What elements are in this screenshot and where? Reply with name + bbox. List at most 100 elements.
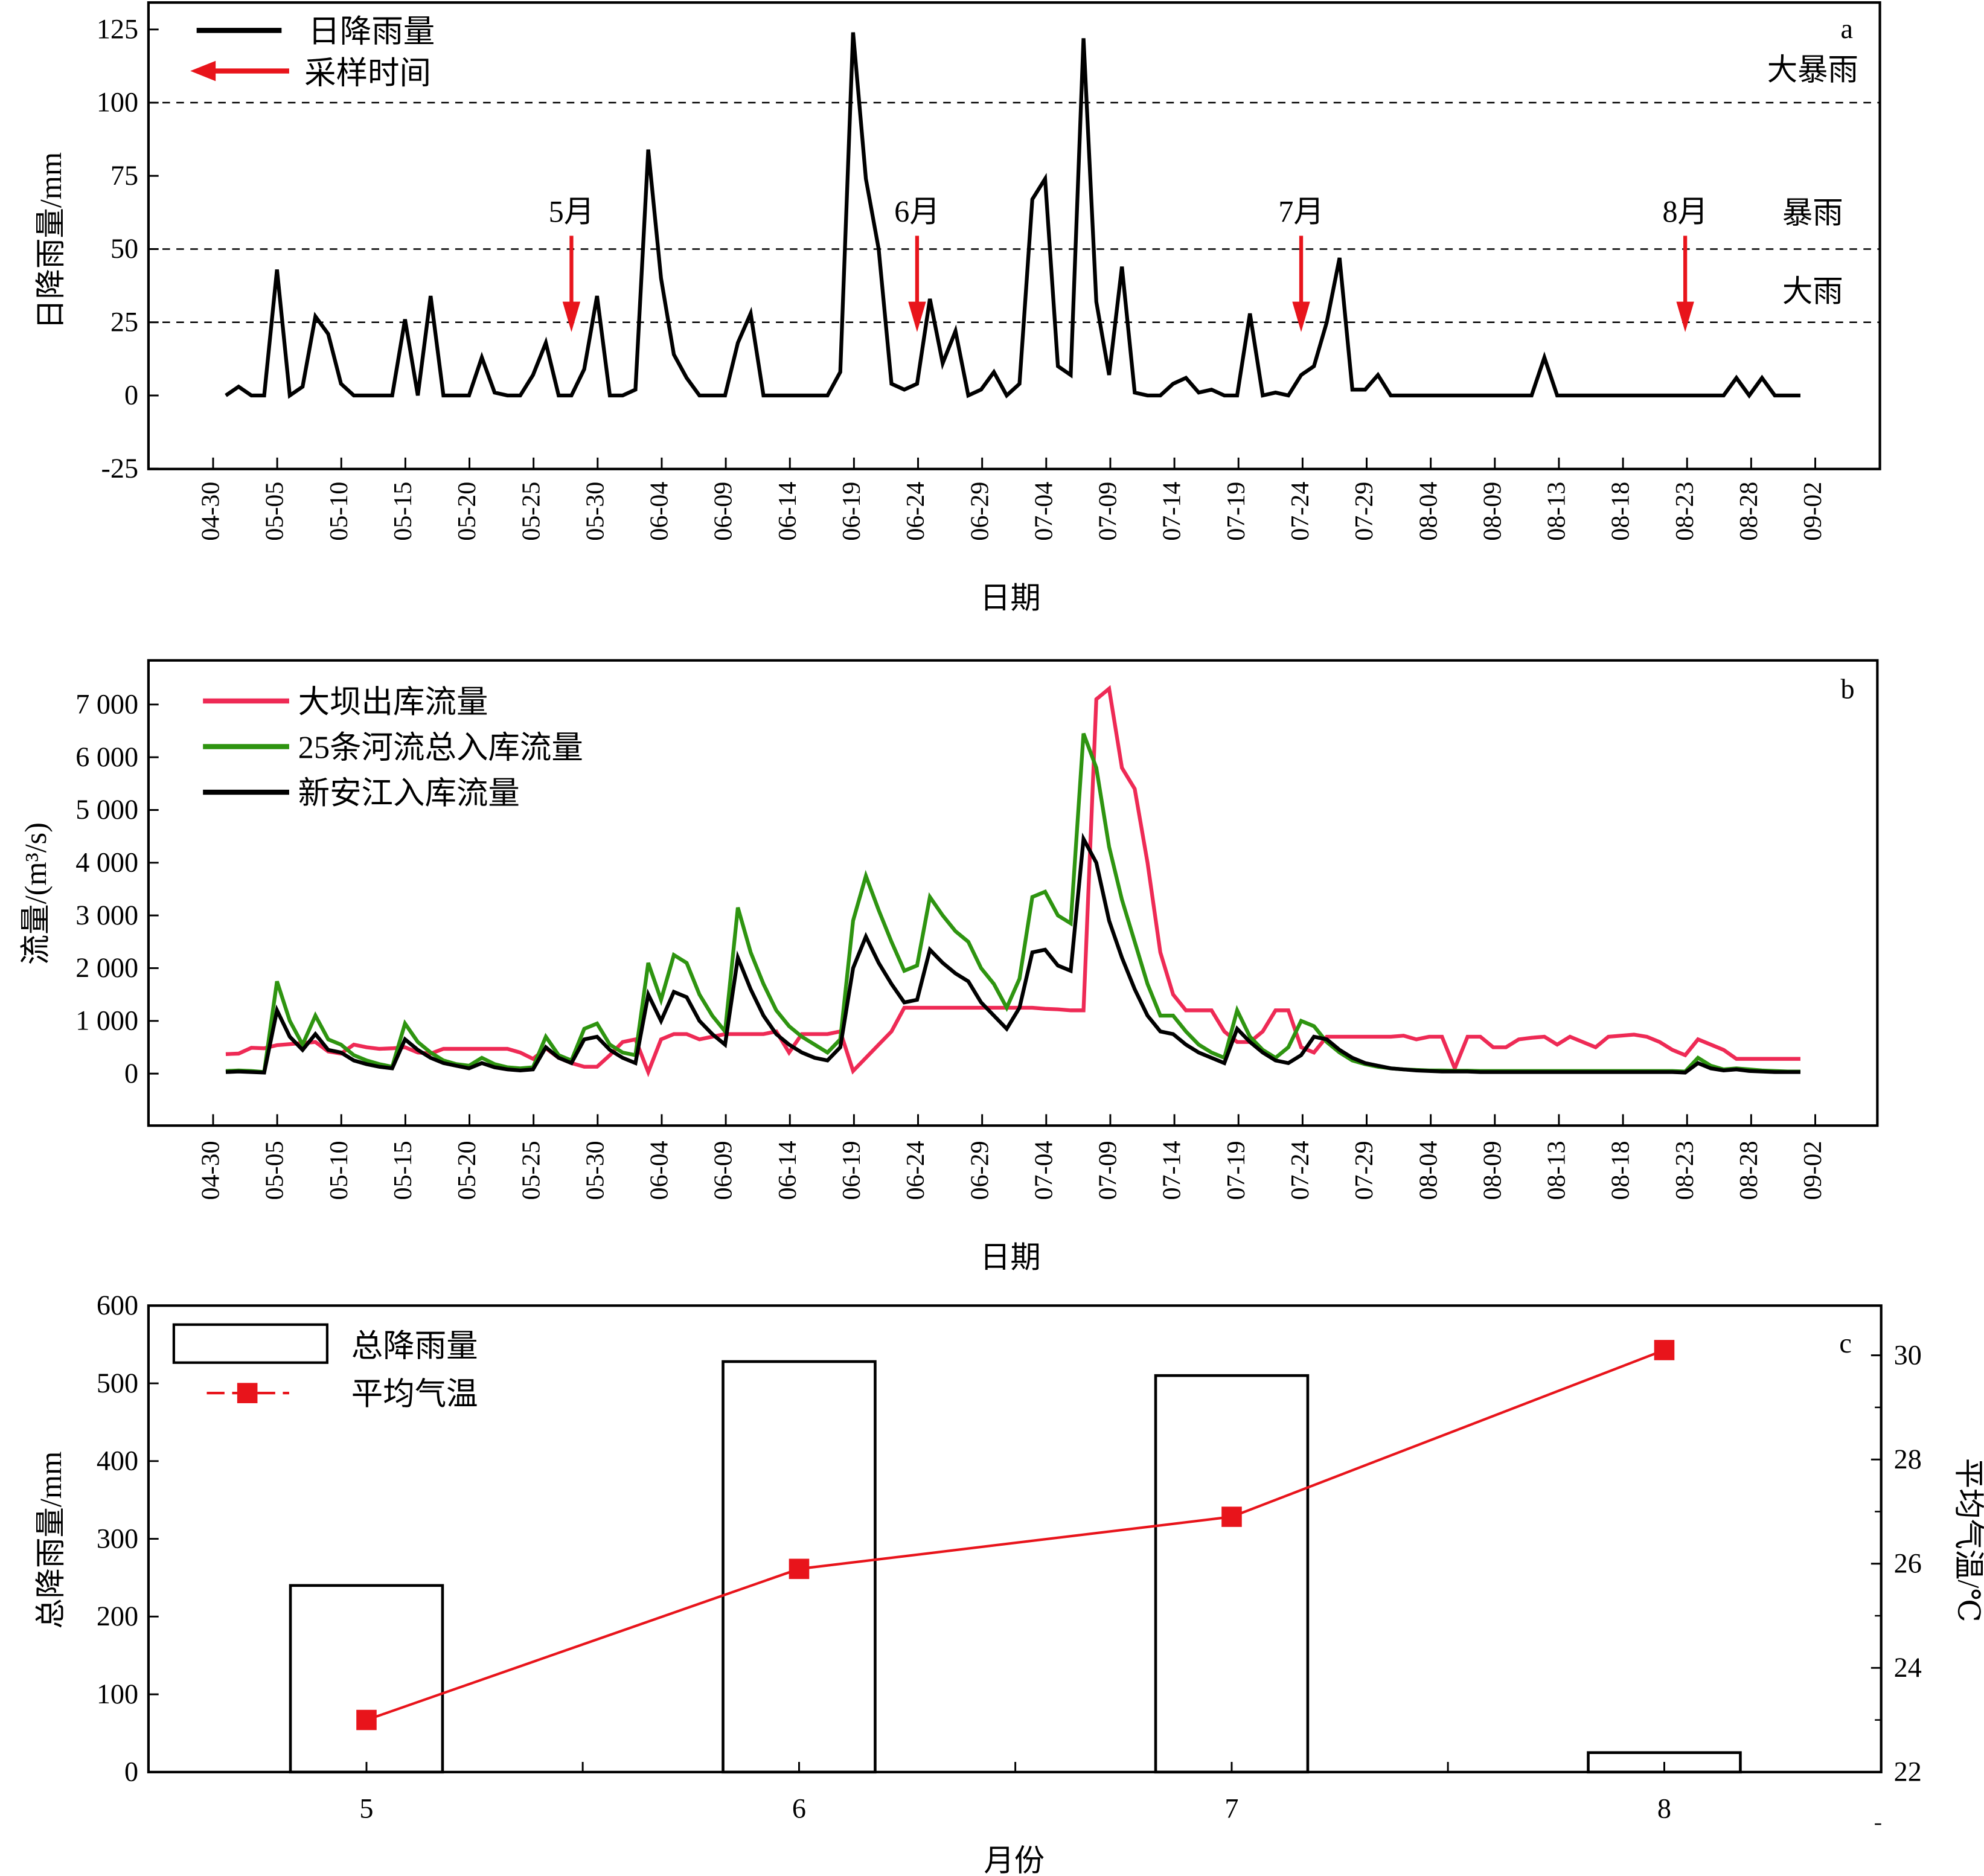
sampling-arrow-head xyxy=(1676,301,1694,333)
x-tick-label: 05-05 xyxy=(261,482,289,541)
panel-c-monthly: 0 100 200 300 400 500 600 22 24 26 28 30 总降雨量/mm 平均气温… xyxy=(34,1290,1984,1876)
x-tick-label: 06-29 xyxy=(966,1141,994,1200)
y-right-tick-label: 22 xyxy=(1894,1756,1922,1787)
y-tick-label: 125 xyxy=(97,14,138,45)
y-axis-label: 日降雨量/mm xyxy=(34,152,68,330)
rainfall-bar xyxy=(1154,1374,1310,1774)
x-tick-label: 08-18 xyxy=(1607,1141,1635,1200)
y-tick-label: 400 xyxy=(97,1445,138,1476)
x-tick-label: 07-14 xyxy=(1159,1141,1186,1200)
panel-label: a xyxy=(1840,13,1853,44)
sampling-arrow-label: 5月 xyxy=(549,194,595,228)
sampling-arrow-head xyxy=(908,301,926,333)
y-tick-label: 25 xyxy=(110,306,138,337)
x-tick-label: 07-09 xyxy=(1095,482,1122,541)
y-tick-label: 1 000 xyxy=(75,1005,138,1036)
y-tick-label: 4 000 xyxy=(75,847,138,877)
panel-label: c xyxy=(1839,1328,1852,1359)
x-tick-label: 09-02 xyxy=(1799,1141,1827,1200)
x-tick-label: 05-30 xyxy=(581,1141,609,1200)
flow-line-2 xyxy=(225,832,1800,1075)
x-tick-label: 05-30 xyxy=(581,482,609,541)
x-tick-label: 7 xyxy=(1224,1793,1238,1823)
x-tick-label: 05-25 xyxy=(517,482,545,541)
rainfall-bar xyxy=(289,1584,444,1774)
x-tick-label: 05-20 xyxy=(453,482,481,541)
reference-line-label: 暴雨 xyxy=(1782,196,1843,229)
panel-label: b xyxy=(1840,674,1854,705)
temperature-marker xyxy=(789,1558,810,1580)
legend-line-marker xyxy=(237,1383,258,1403)
x-tick-label: 06-19 xyxy=(838,482,866,541)
x-tick-label: 06-09 xyxy=(710,1141,738,1200)
x-tick-label: 5 xyxy=(359,1793,373,1823)
panel-b-flow: 0 1 000 2 000 3 000 4 000 5 000 6 000 7 000 流量/(… xyxy=(19,659,1879,1274)
x-tick-label: 07-24 xyxy=(1287,482,1314,541)
x-tick-label: 08-04 xyxy=(1415,482,1442,541)
x-tick-label: 05-10 xyxy=(325,482,353,541)
y-tick-label: 600 xyxy=(97,1290,138,1321)
legend-line-label: 平均气温 xyxy=(351,1377,478,1412)
x-tick-label: 06-09 xyxy=(710,482,738,541)
y-tick-label: 100 xyxy=(97,87,138,118)
temperature-line xyxy=(366,1349,1665,1721)
x-axis-label: 月份 xyxy=(984,1844,1045,1876)
x-tick-label: 07-24 xyxy=(1287,1141,1314,1200)
sampling-arrow-label: 8月 xyxy=(1662,194,1708,228)
sampling-arrow-label: 7月 xyxy=(1278,194,1324,228)
x-tick-label: 05-25 xyxy=(517,1141,545,1200)
y-right-tick-label: 24 xyxy=(1894,1652,1922,1683)
temperature-marker xyxy=(1221,1506,1242,1527)
x-tick-label: 04-30 xyxy=(197,482,225,541)
reference-line-label: 大暴雨 xyxy=(1767,53,1858,86)
x-tick-label: 06-19 xyxy=(838,1141,866,1200)
legend-bar-label: 总降雨量 xyxy=(351,1328,478,1363)
y-tick-label: 200 xyxy=(97,1601,138,1631)
x-tick-label: 07-19 xyxy=(1223,1141,1250,1200)
sampling-arrow-head xyxy=(1292,301,1310,333)
temperature-marker xyxy=(1654,1340,1675,1360)
plot-frame xyxy=(147,1,1881,470)
x-tick-label: 8 xyxy=(1657,1793,1671,1823)
legend-sampling-label: 采样时间 xyxy=(304,56,431,91)
legend-label-0: 大坝出库流量 xyxy=(298,685,488,720)
legend-label-2: 新安江入库流量 xyxy=(298,776,520,811)
y-tick-label: -25 xyxy=(101,453,139,484)
x-tick-label: 08-13 xyxy=(1543,1141,1571,1200)
x-tick-label: 07-29 xyxy=(1351,482,1378,541)
x-tick-label: 08-13 xyxy=(1543,482,1571,541)
x-tick-label: 08-28 xyxy=(1735,1141,1763,1200)
x-axis-label: 日期 xyxy=(980,1240,1041,1274)
y-tick-label: 5 000 xyxy=(75,794,138,825)
flow-line-0 xyxy=(225,685,1800,1078)
x-tick-label: 08-23 xyxy=(1671,1141,1699,1200)
y-tick-label: 0 xyxy=(124,1756,138,1787)
x-tick-label: 05-15 xyxy=(389,1141,417,1200)
x-tick-label: 06-14 xyxy=(774,482,802,541)
x-tick-label: 08-09 xyxy=(1479,482,1506,541)
y-tick-label: 6 000 xyxy=(75,741,138,772)
x-tick-label: 08-28 xyxy=(1735,482,1763,541)
x-tick-label: 06-24 xyxy=(902,1141,930,1200)
y-tick-label: 75 xyxy=(110,160,138,191)
x-tick-label: 08-18 xyxy=(1607,482,1635,541)
y-tick-label: 0 xyxy=(124,1058,138,1089)
sampling-arrow-label: 6月 xyxy=(894,194,940,228)
y-right-tick-label: 26 xyxy=(1894,1548,1922,1578)
sampling-arrow-head xyxy=(562,301,581,333)
x-tick-label: 07-19 xyxy=(1223,482,1250,541)
reference-line-label: 大雨 xyxy=(1782,275,1843,309)
x-tick-label: 6 xyxy=(792,1793,806,1823)
x-tick-label: 08-04 xyxy=(1415,1141,1442,1200)
y-axis-label: 总降雨量/mm xyxy=(34,1452,68,1629)
legend-rain-label: 日降雨量 xyxy=(308,14,435,49)
y-right-tick-label: 30 xyxy=(1894,1339,1922,1370)
x-tick-label: 07-04 xyxy=(1030,482,1058,541)
y-tick-label: 50 xyxy=(110,233,138,264)
x-tick-label: 05-10 xyxy=(325,1141,353,1200)
legend-label-1: 25条河流总入库流量 xyxy=(298,730,583,765)
y-tick-label: 100 xyxy=(97,1679,138,1709)
y-tick-label: 0 xyxy=(124,380,138,411)
